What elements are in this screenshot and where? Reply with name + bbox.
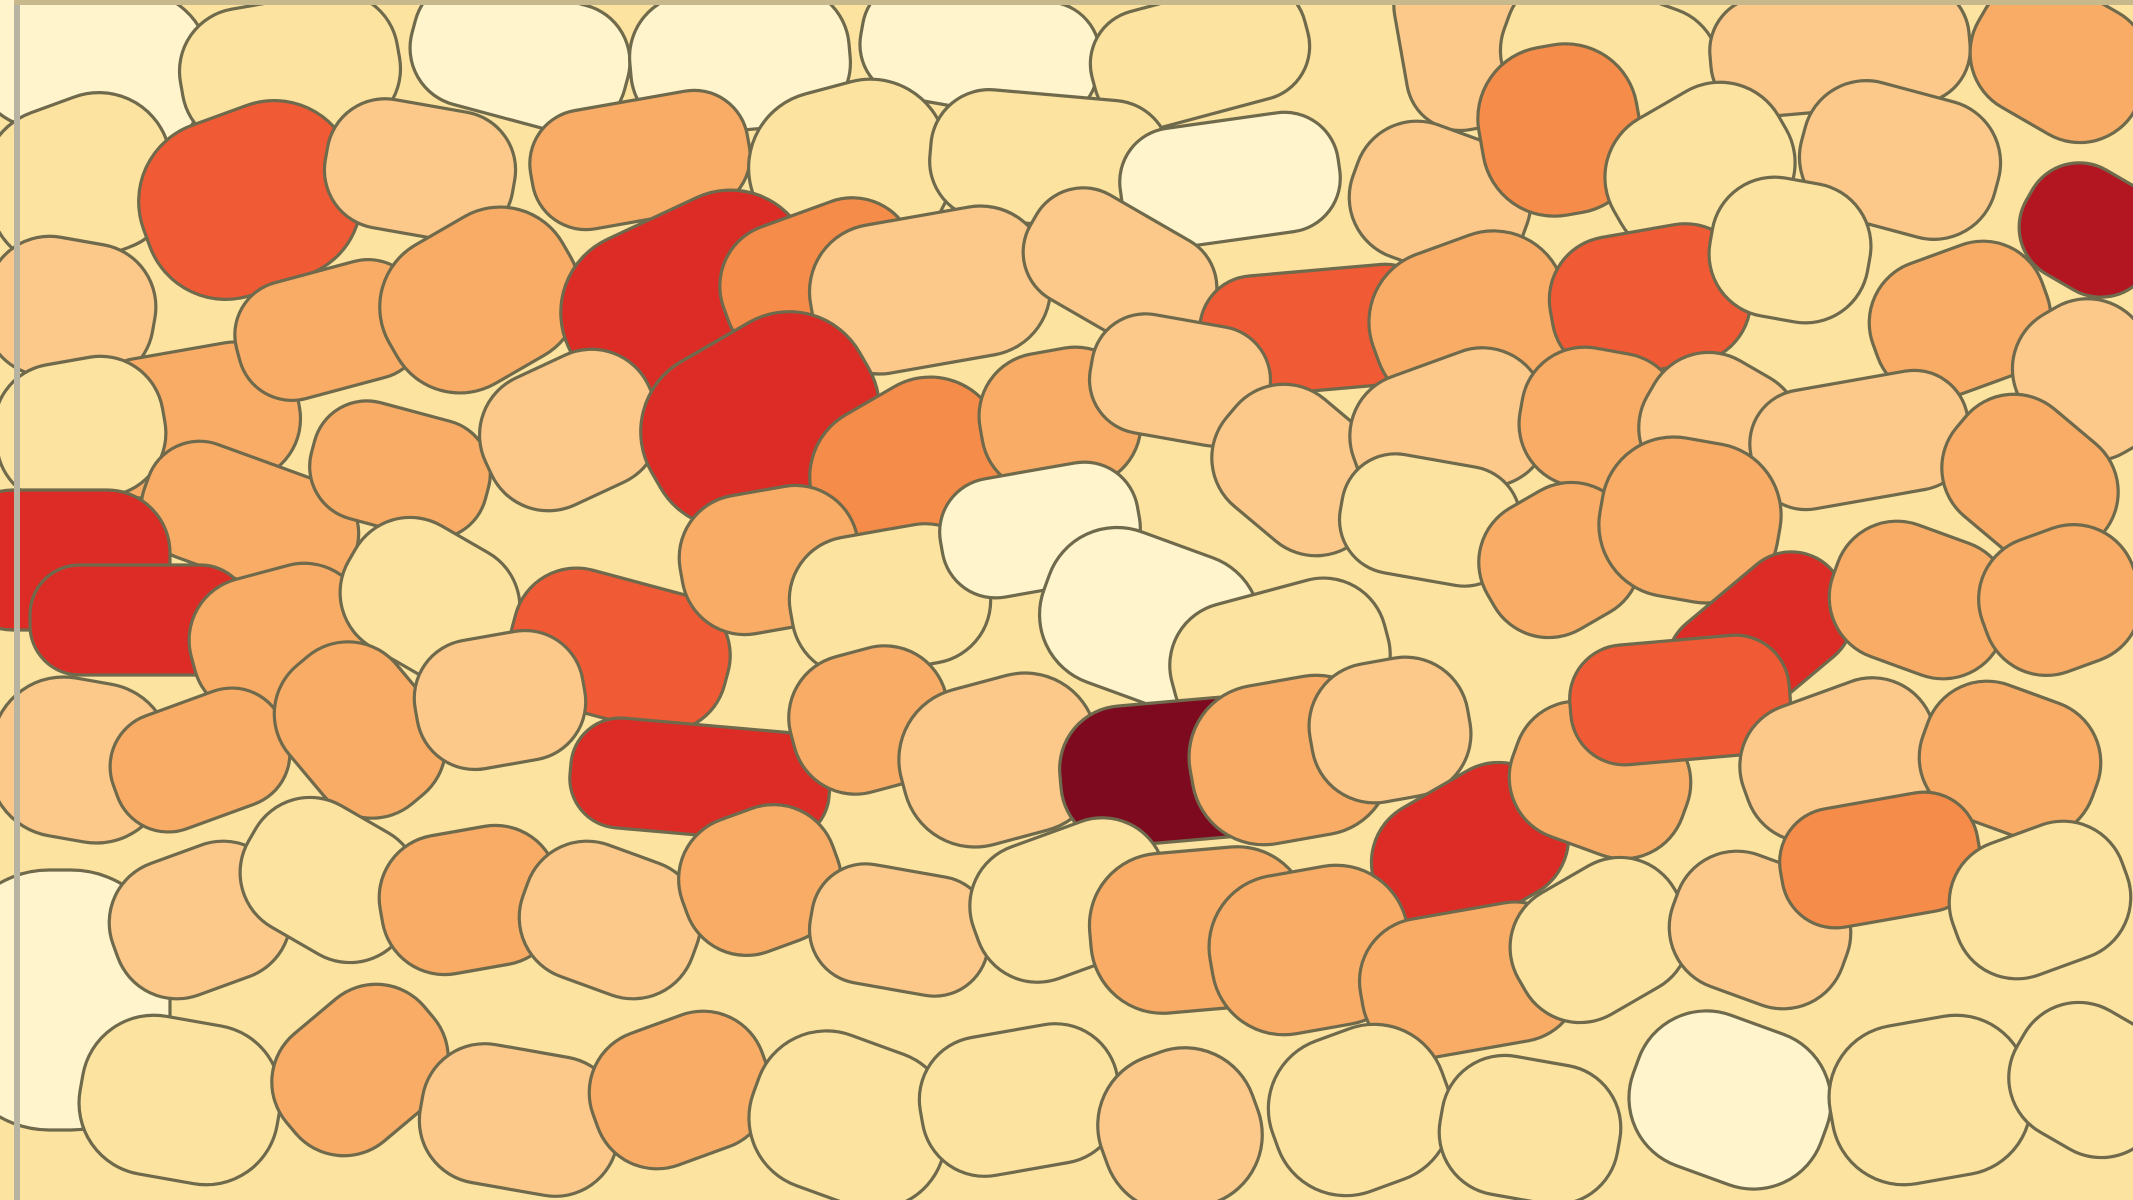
- map-region: [1968, 0, 2133, 145]
- map-region: [322, 97, 518, 243]
- map-region: [77, 1013, 283, 1187]
- map-frame-top-edge: [14, 0, 2133, 5]
- map-region: [1778, 790, 1982, 930]
- map-region: [1096, 1046, 1264, 1200]
- map-region: [677, 803, 843, 957]
- map-region: [1917, 679, 2103, 841]
- map-region: [1568, 633, 1792, 767]
- map-region: [1118, 110, 1342, 250]
- map-region: [1947, 819, 2133, 981]
- map-region: [408, 0, 632, 135]
- map-frame-left-edge: [14, 0, 20, 1200]
- map-region: [1476, 42, 1644, 218]
- map-region: [270, 982, 450, 1158]
- map-region: [412, 628, 588, 772]
- map-region: [1307, 655, 1473, 805]
- map-region: [1597, 435, 1783, 605]
- map-region: [517, 839, 703, 1001]
- map-region: [272, 640, 448, 820]
- map-region: [1088, 0, 1312, 131]
- map-region: [1266, 1022, 1454, 1198]
- map-region: [1627, 1009, 1833, 1191]
- map-region: [2017, 161, 2133, 299]
- map-region: [587, 1009, 773, 1171]
- map-region: [1437, 1053, 1623, 1200]
- map-region: [1707, 175, 1873, 325]
- map-region: [378, 205, 582, 395]
- map-region: [1867, 239, 2053, 401]
- map-region: [1977, 523, 2133, 677]
- map-region: [2007, 1000, 2133, 1160]
